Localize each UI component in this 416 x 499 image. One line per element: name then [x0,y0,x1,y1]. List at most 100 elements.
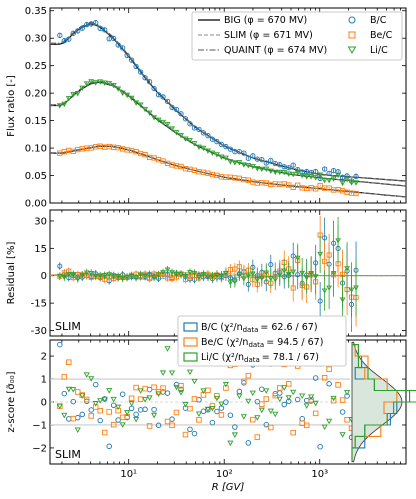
data-point [164,122,171,128]
top-ytick-label: 0.30 [25,34,47,45]
zscore-point [267,408,274,415]
data-point [102,27,108,33]
bot-ytick-label: 1 [41,375,47,386]
residual-point [245,273,252,279]
data-point [111,35,117,41]
zscore-point [317,443,323,450]
zscore-point [146,386,153,393]
data-point [326,170,332,177]
bottom-panel-tag: SLIM [55,448,81,461]
data-point [115,86,122,92]
zscore-point [106,443,112,450]
zscore-point [79,411,85,418]
zscore-point [97,417,103,424]
data-point [79,85,86,91]
data-point [142,152,148,158]
residual-point [124,274,131,280]
residual-point [115,274,122,280]
zscore-point [110,421,117,428]
zscore-point [339,432,346,438]
data-point [178,111,184,117]
residual-point [240,276,247,282]
zscore-point [245,372,252,379]
data-point [290,171,297,178]
data-point [196,126,202,133]
residual-point [312,274,319,280]
middle-panel-tag: SLIM [55,320,81,333]
data-point [61,38,67,44]
residual-point [218,273,225,280]
data-point [160,94,166,100]
residual-point [155,272,162,278]
zscore-point [196,417,202,423]
data-point [92,80,99,86]
model-curve [50,145,407,198]
data-point [173,130,180,136]
zscore-point [128,401,135,407]
zscore-point [232,424,238,430]
residual-point [223,270,229,276]
residual-point [276,272,283,278]
data-point [258,166,265,173]
data-point [75,28,81,34]
zscore-point [137,407,144,413]
residual-point [263,270,270,276]
zscore-point [214,393,220,399]
top-ytick-label: 0.20 [25,89,47,100]
residual-point [169,270,175,276]
data-point [222,155,229,161]
zscore-point [303,422,310,429]
zscore-point [290,429,296,436]
residual-point [97,273,104,279]
residual-point [191,271,198,277]
top-ytick-label: 0.10 [25,144,47,155]
zscore-point [151,412,158,419]
zscore-point [155,422,162,429]
zscore-point [209,403,216,409]
data-point [124,52,130,59]
residual-point [65,272,72,278]
residual-point [83,270,90,276]
zlegend-bc: B/C (χ²/ndata = 62.6 / 67) [201,322,318,334]
data-point [83,81,90,87]
zscore-point [272,392,279,399]
data-point [191,141,198,147]
residual-point [56,274,63,280]
zscore-point [335,382,341,388]
zscore-point [119,422,126,428]
zscore-point [209,405,216,412]
data-point [250,153,256,159]
data-point [330,176,337,182]
residual-point [110,273,117,279]
xtick-label: 10² [216,469,233,480]
zscore-point [128,405,135,412]
zscore-point [133,411,139,418]
zscore-point [263,396,270,402]
data-point [308,174,315,180]
residual-point [303,275,310,281]
data-point [146,110,153,116]
zlegend-bec: Be/C (χ²/ndata = 94.5 / 67) [201,337,323,349]
residual-point [173,271,180,278]
data-point [128,95,135,102]
zscore-point [92,381,99,388]
data-point [299,173,306,179]
data-point [276,169,283,176]
top-ytick-label: 0.00 [25,199,47,210]
zscore-point [326,418,333,425]
zscore-point [326,366,332,372]
zscore-point [83,396,90,403]
zscore-point [124,410,131,416]
zscore-point [182,401,189,408]
data-point [254,166,261,172]
zscore-point [268,424,274,431]
data-point [200,145,207,152]
zscore-point [173,409,180,416]
zscore-point [186,369,194,376]
zscore-point [259,386,265,392]
zscore-point [66,416,72,422]
data-point [70,30,76,36]
residual-point [335,238,341,244]
data-point [61,101,68,108]
mid-ytick-label: 30 [34,216,47,227]
